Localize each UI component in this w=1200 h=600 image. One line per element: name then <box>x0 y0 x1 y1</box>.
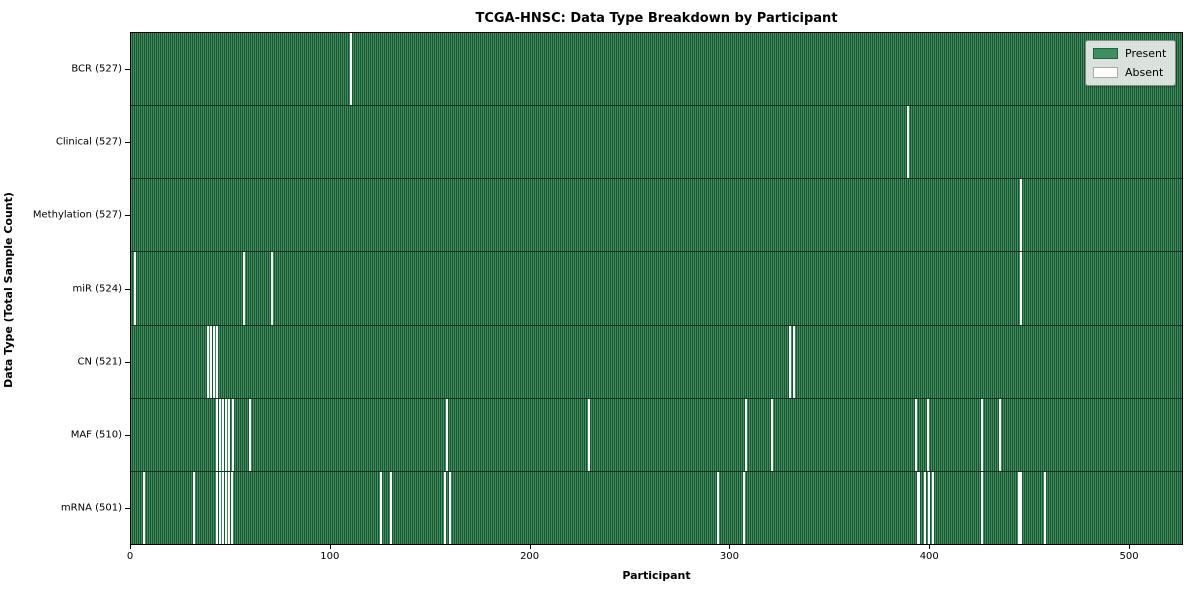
y-tick-mark <box>125 361 130 363</box>
y-tick-label-bcr: BCR (527) <box>71 63 122 75</box>
absent-stripe <box>209 325 212 398</box>
y-tick-mark <box>125 141 130 143</box>
absent-stripe <box>227 471 230 544</box>
x-axis-label: Participant <box>622 569 691 582</box>
absent-stripe <box>1044 471 1047 544</box>
y-tick-mark <box>125 288 130 290</box>
y-tick-mark <box>125 435 130 437</box>
legend-label-absent: Absent <box>1125 66 1164 79</box>
x-tick-mark <box>1129 545 1131 549</box>
absent-stripe <box>242 252 245 325</box>
x-tick-label-400: 400 <box>919 551 939 562</box>
absent-stripe <box>215 471 218 544</box>
heatmap-row-maf <box>131 398 1182 472</box>
x-tick-mark <box>529 545 531 549</box>
heatmap-row-mrna <box>131 471 1182 544</box>
y-tick-label-clinical: Clinical (527) <box>55 136 122 148</box>
absent-stripe <box>923 471 926 544</box>
heatmap-row-clinical <box>131 106 1182 180</box>
legend-swatch-absent <box>1093 67 1118 78</box>
x-tick-mark <box>130 545 131 549</box>
absent-stripe <box>771 398 774 471</box>
absent-stripe <box>350 33 353 106</box>
absent-stripe <box>380 471 383 544</box>
absent-stripe <box>390 471 393 544</box>
y-tick-label-methylation: Methylation (527) <box>32 209 122 221</box>
absent-stripe <box>270 252 273 325</box>
absent-stripe <box>221 398 224 471</box>
absent-stripe <box>793 325 796 398</box>
y-tick-label-cn: CN (521) <box>77 356 122 368</box>
absent-stripe <box>745 398 748 471</box>
heatmap-row-mir <box>131 252 1182 326</box>
absent-stripe <box>1020 252 1023 325</box>
heatmap-row-bcr <box>131 33 1182 107</box>
y-tick-mark <box>125 508 130 510</box>
x-tick-label-200: 200 <box>520 551 540 562</box>
absent-stripe <box>192 471 195 544</box>
absent-stripe <box>998 398 1001 471</box>
absent-stripe <box>227 398 230 471</box>
x-tick-label-500: 500 <box>1119 551 1139 562</box>
absent-stripe <box>789 325 792 398</box>
absent-stripe <box>906 106 909 179</box>
chart-title: TCGA-HNSC: Data Type Breakdown by Partic… <box>475 11 838 26</box>
absent-stripe <box>1020 179 1023 252</box>
absent-stripe <box>212 325 215 398</box>
x-tick-mark <box>929 545 931 549</box>
x-tick-label-100: 100 <box>320 551 340 562</box>
absent-stripe <box>926 398 929 471</box>
absent-stripe <box>914 398 917 471</box>
absent-stripe <box>444 471 447 544</box>
absent-stripe <box>142 471 145 544</box>
absent-stripe <box>587 398 590 471</box>
absent-stripe <box>231 398 234 471</box>
plot-area <box>130 32 1183 545</box>
absent-stripe <box>206 325 209 398</box>
absent-stripe <box>980 471 983 544</box>
absent-stripe <box>927 471 930 544</box>
legend-item-present: Present <box>1093 47 1167 60</box>
y-tick-mark <box>125 215 130 217</box>
x-tick-label-300: 300 <box>719 551 739 562</box>
legend-swatch-present <box>1093 48 1118 59</box>
absent-stripe <box>248 398 251 471</box>
y-tick-mark <box>125 68 130 70</box>
y-tick-label-mir: miR (524) <box>72 283 122 294</box>
absent-stripe <box>980 398 983 471</box>
absent-stripe <box>916 471 920 544</box>
absent-stripe <box>224 471 227 544</box>
absent-stripe <box>224 398 227 471</box>
absent-stripe <box>1018 471 1023 544</box>
absent-stripe <box>449 471 452 544</box>
legend-label-present: Present <box>1125 47 1167 60</box>
absent-stripe <box>931 471 934 544</box>
absent-stripe <box>215 398 218 471</box>
absent-stripe <box>743 471 746 544</box>
heatmap-row-methylation <box>131 179 1182 253</box>
x-tick-mark <box>329 545 331 549</box>
y-tick-label-maf: MAF (510) <box>70 429 122 441</box>
x-tick-label-0: 0 <box>126 551 134 562</box>
x-tick-mark <box>729 545 731 549</box>
legend: Present Absent <box>1085 40 1176 86</box>
absent-stripe <box>215 325 218 398</box>
absent-stripe <box>133 252 136 325</box>
absent-stripe <box>218 471 221 544</box>
absent-stripe <box>446 398 449 471</box>
heatmap-row-cn <box>131 325 1182 399</box>
absent-stripe <box>218 398 221 471</box>
y-tick-label-mrna: mRNA (501) <box>60 502 122 514</box>
absent-stripe <box>717 471 720 544</box>
absent-stripe <box>230 471 233 544</box>
absent-stripe <box>221 471 224 544</box>
legend-item-absent: Absent <box>1093 66 1167 79</box>
